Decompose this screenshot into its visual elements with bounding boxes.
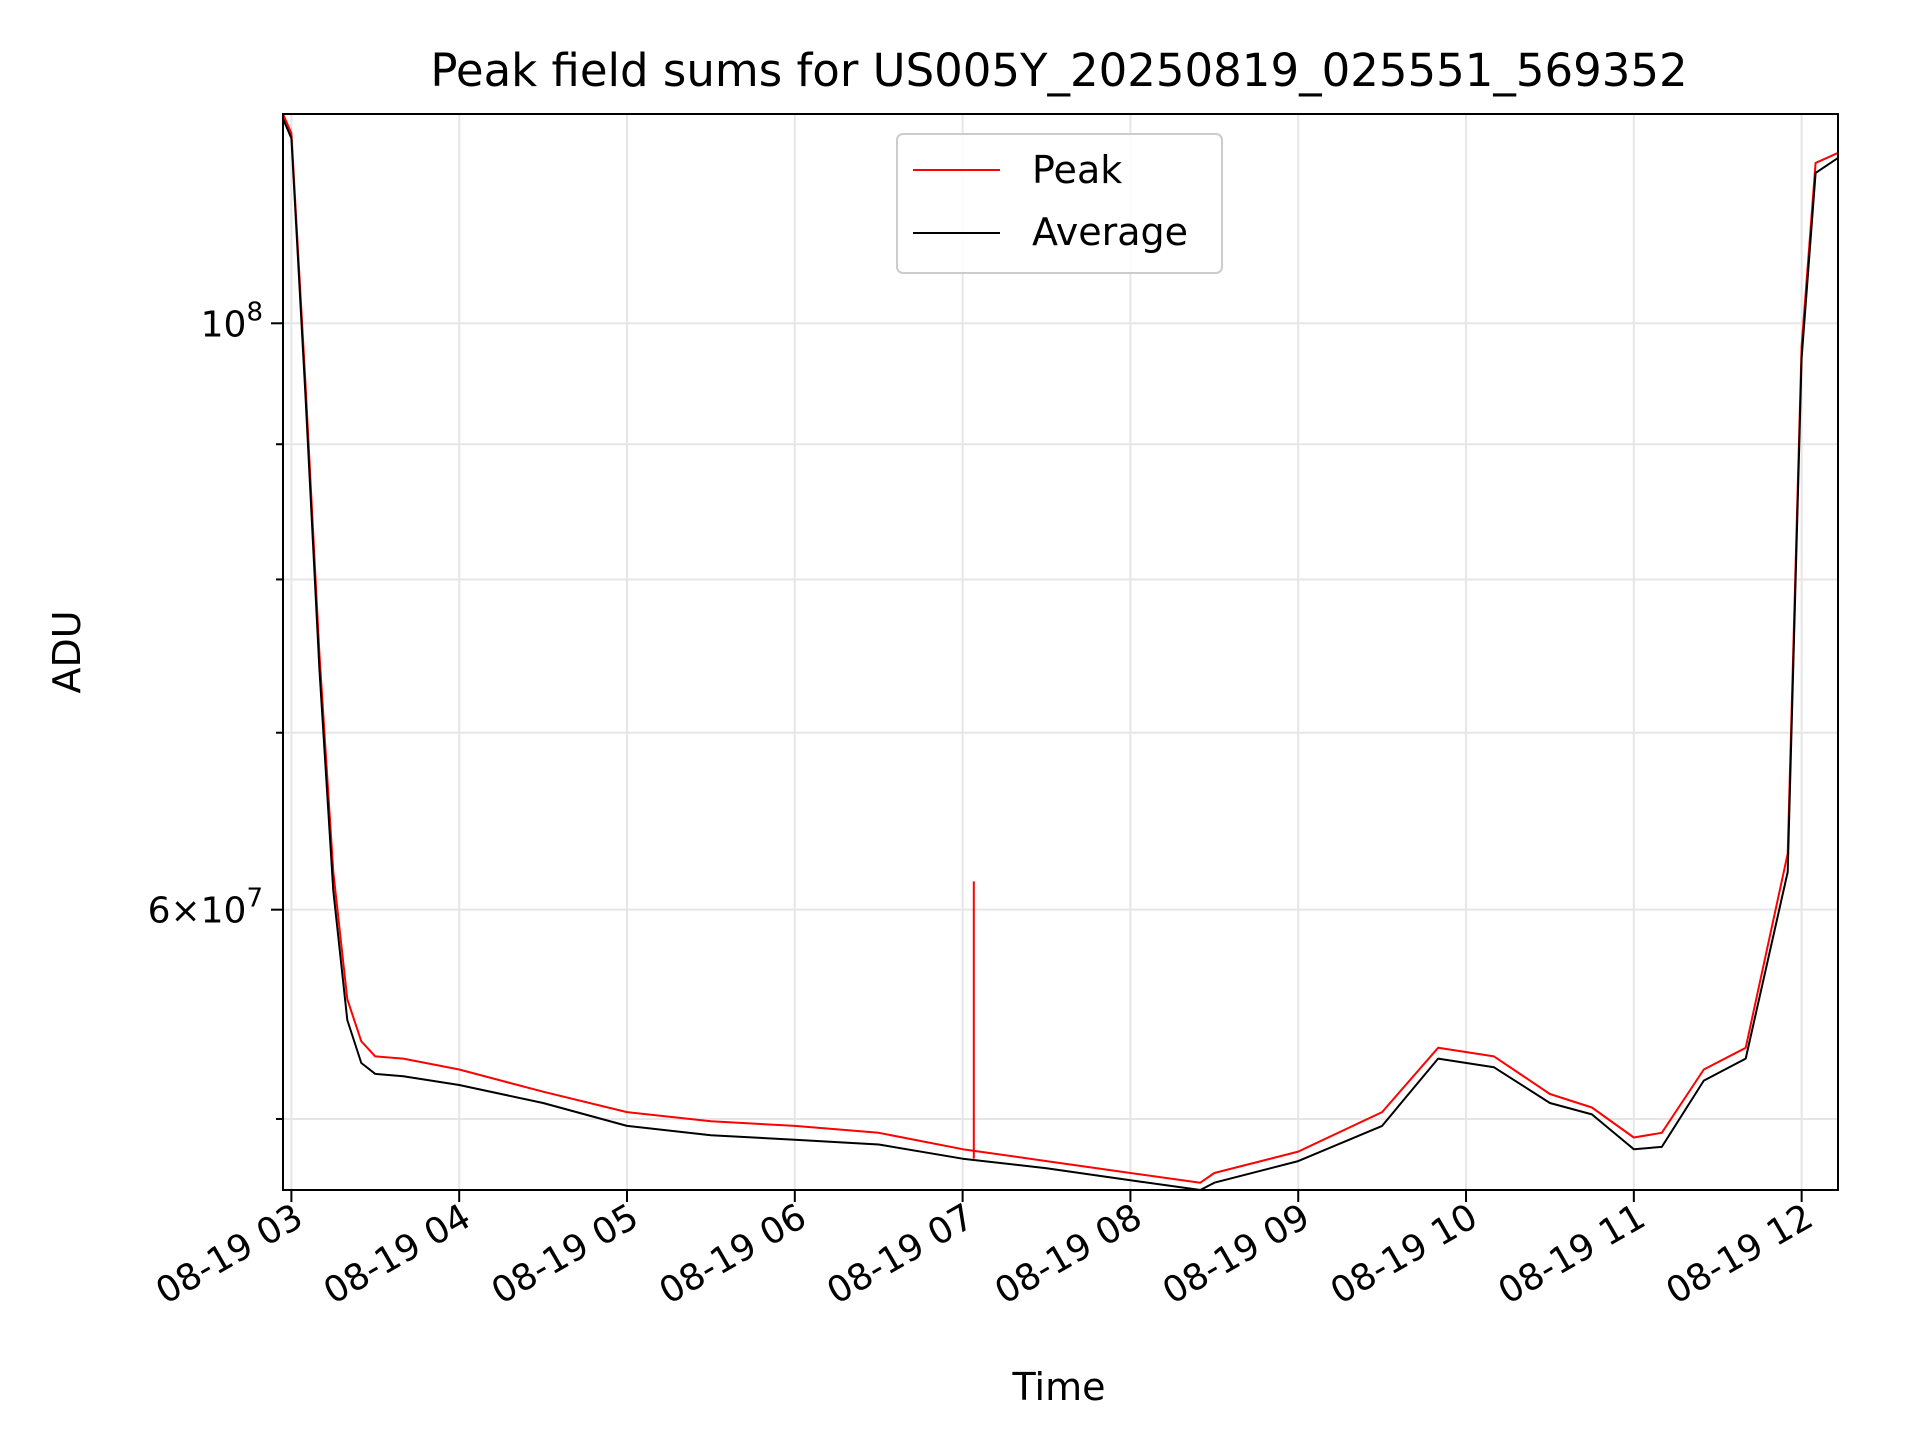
y-axis: 108 6×107	[148, 297, 283, 1120]
x-tick-label: 08-19 06	[653, 1196, 814, 1312]
x-tick-label: 08-19 04	[317, 1196, 478, 1312]
legend-peak-label: Peak	[1032, 148, 1122, 192]
x-tick-label: 08-19 08	[988, 1196, 1149, 1312]
x-tick-label: 08-19 03	[149, 1196, 310, 1312]
series-line-average	[282, 118, 1839, 1191]
x-axis-label: Time	[1012, 1365, 1106, 1409]
x-tick-label: 08-19 11	[1492, 1196, 1653, 1312]
plot-frame	[282, 113, 1839, 1191]
series-line-peak	[282, 113, 1839, 1184]
legend-average-label: Average	[1032, 210, 1188, 254]
x-tick-label: 08-19 12	[1659, 1196, 1820, 1312]
grid	[283, 114, 1838, 1190]
x-axis: 08-19 03 08-19 04 08-19 05 08-19 06 08-19 07…	[149, 1190, 1820, 1313]
legend: Peak Average	[896, 133, 1223, 274]
x-tick-label: 08-19 10	[1324, 1196, 1485, 1312]
y-tick-label: 108	[201, 297, 263, 345]
y-axis-label: ADU	[45, 610, 89, 693]
chart-title: Peak field sums for US005Y_20250819_0255…	[430, 44, 1687, 97]
x-tick-label: 08-19 05	[485, 1196, 646, 1312]
x-tick-label: 08-19 07	[820, 1196, 981, 1312]
legend-box	[896, 133, 1223, 274]
x-tick-label: 08-19 09	[1156, 1196, 1317, 1312]
series-group	[282, 113, 1839, 1191]
y-tick-label: 6×107	[148, 884, 263, 932]
